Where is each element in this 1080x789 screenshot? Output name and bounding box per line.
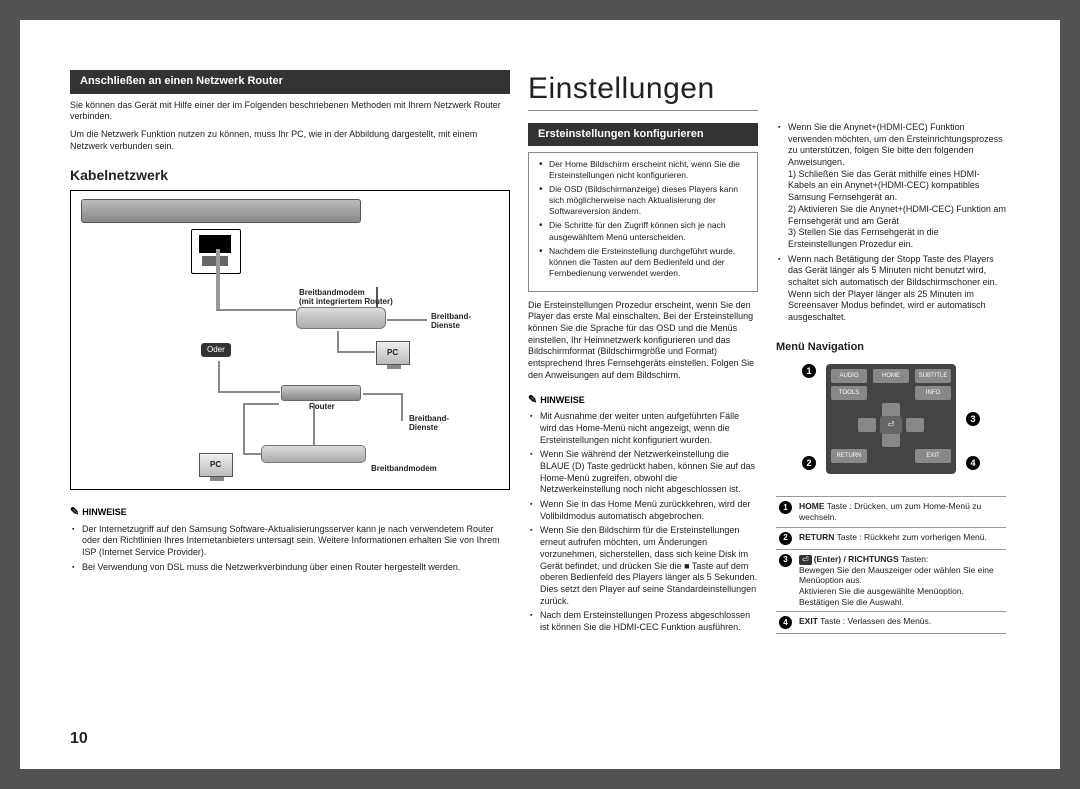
mid-hinweise-list: Mit Ausnahme der weiter unten aufgeführt…: [528, 411, 758, 636]
main-title: Einstellungen: [528, 70, 758, 111]
line-icon: [218, 391, 280, 393]
list-item: Der Internetzugriff auf den Samsung Soft…: [82, 524, 510, 559]
list-item: Der Home Bildschirm erscheint nicht, wen…: [549, 159, 749, 181]
page-number: 10: [70, 729, 88, 749]
network-diagram: Breitbandmodem (mit integriertem Router)…: [70, 190, 510, 490]
list-item: Die Schritte für den Zugriff können sich…: [549, 220, 749, 242]
list-item: Bei Verwendung von DSL muss die Netzwerk…: [82, 562, 510, 574]
table-row: 2 RETURN Taste : Rückkehr zum vorherigen…: [776, 527, 1006, 549]
menu-nav-title: Menü Navigation: [776, 341, 1006, 355]
breitbandmodem-label: Breitbandmodem: [371, 465, 437, 474]
exit-button-icon: EXIT: [915, 449, 951, 463]
list-item: Nachdem die Ersteinstellung durchgeführt…: [549, 246, 749, 279]
cell: EXIT Taste : Verlassen des Menüs.: [796, 612, 1006, 634]
left-subheading: Kabelnetzwerk: [70, 167, 510, 185]
num-badge: 3: [779, 554, 792, 567]
callout-1: 1: [802, 364, 816, 378]
up-arrow-icon: [882, 403, 900, 417]
hinweise-label: HINWEISE: [528, 394, 758, 408]
breitband-label-2: Breitband- Dienste: [409, 415, 449, 433]
oder-badge: Oder: [201, 343, 231, 357]
left-intro-2: Um die Netzwerk Funktion nutzen zu könne…: [70, 129, 510, 152]
subtitle-button-icon: SUBTITLE: [915, 369, 951, 383]
cell: RETURN Taste : Rückkehr zum vorherigen M…: [796, 527, 1006, 549]
cable-line-icon: [216, 309, 296, 311]
modem-router-icon: [296, 307, 386, 329]
text: 1) Schließen Sie das Gerät mithilfe eine…: [788, 169, 980, 202]
list-item: Die OSD (Bildschirmanzeige) dieses Playe…: [549, 184, 749, 217]
modem-icon: [261, 445, 366, 463]
line-icon: [243, 403, 245, 453]
player-device-icon: [81, 199, 361, 223]
left-column: Anschließen an einen Netzwerk Router Sie…: [70, 70, 510, 739]
manual-page: Anschließen an einen Netzwerk Router Sie…: [20, 20, 1060, 769]
line-icon: [313, 403, 315, 445]
table-row: 3 ⏎(Enter) / RICHTUNGS Tasten:Bewegen Si…: [776, 549, 1006, 612]
list-item: Wenn Sie in das Home Menü zurückkehren, …: [540, 499, 758, 522]
text: 2) Aktivieren Sie die Anynet+(HDMI-CEC) …: [788, 204, 1006, 226]
cell: HOME Taste : Drücken, um zum Home-Menü z…: [796, 497, 1006, 527]
middle-column: Einstellungen Ersteinstellungen konfigur…: [528, 70, 758, 739]
remote-icon: AUDIO HOME SUBTITLE TOOLS INFO ⏎: [826, 364, 956, 474]
line-icon: [337, 351, 375, 353]
left-arrow-icon: [858, 418, 876, 432]
cable-icon: [216, 249, 220, 309]
table-row: 1 HOME Taste : Drücken, um zum Home-Menü…: [776, 497, 1006, 527]
list-item: Wenn Sie die Anynet+(HDMI-CEC) Funktion …: [788, 122, 1006, 251]
line-icon: [337, 331, 339, 353]
tools-button-icon: TOOLS: [831, 386, 867, 400]
list-item: Nach dem Ersteinstellungen Prozess abges…: [540, 610, 758, 633]
pc-label-2: PC: [210, 461, 221, 470]
line-icon: [387, 319, 427, 321]
callout-3: 3: [966, 412, 980, 426]
modem-router-label: Breitbandmodem (mit integriertem Router): [299, 289, 393, 307]
enter-button-icon: ⏎: [880, 416, 902, 434]
remote-diagram: 1 2 3 4 AUDIO HOME SUBTITLE TOOLS INFO: [806, 364, 976, 484]
text: 3) Stellen Sie das Fernsehgerät in die E…: [788, 227, 939, 249]
num-badge: 2: [779, 532, 792, 545]
line-icon: [243, 453, 261, 455]
callout-4: 4: [966, 456, 980, 470]
mid-body: Die Ersteinstellungen Prozedur erscheint…: [528, 300, 758, 382]
list-item: Wenn nach Betätigung der Stopp Taste des…: [788, 254, 1006, 324]
down-arrow-icon: [882, 433, 900, 447]
tip-box: Der Home Bildschirm erscheint nicht, wen…: [528, 152, 758, 291]
nav-description-table: 1 HOME Taste : Drücken, um zum Home-Menü…: [776, 496, 1006, 634]
list-item: Wenn Sie während der Netzwerkeinstellung…: [540, 449, 758, 496]
callout-2: 2: [802, 456, 816, 470]
breitband-label-1: Breitband- Dienste: [431, 313, 471, 331]
line-icon: [401, 393, 403, 421]
left-intro-1: Sie können das Gerät mit Hilfe einer der…: [70, 100, 510, 123]
num-badge: 1: [779, 501, 792, 514]
home-button-icon: HOME: [873, 369, 909, 383]
num-badge: 4: [779, 616, 792, 629]
cell: ⏎(Enter) / RICHTUNGS Tasten:Bewegen Sie …: [796, 549, 1006, 612]
right-top-list: Wenn Sie die Anynet+(HDMI-CEC) Funktion …: [776, 122, 1006, 327]
pc-label-1: PC: [387, 349, 398, 358]
table-row: 4 EXIT Taste : Verlassen des Menüs.: [776, 612, 1006, 634]
hinweise-label: HINWEISE: [70, 506, 510, 520]
info-button-icon: INFO: [915, 386, 951, 400]
line-icon: [363, 393, 403, 395]
line-icon: [243, 403, 279, 405]
mid-section-bar: Ersteinstellungen konfigurieren: [528, 123, 758, 147]
line-icon: [218, 361, 220, 393]
text: Wenn Sie die Anynet+(HDMI-CEC) Funktion …: [788, 122, 1003, 167]
list-item: Mit Ausnahme der weiter unten aufgeführt…: [540, 411, 758, 446]
right-arrow-icon: [906, 418, 924, 432]
router-icon: [281, 385, 361, 401]
list-item: Wenn Sie den Bildschirm für die Ersteins…: [540, 525, 758, 607]
dpad-icon: ⏎: [858, 403, 924, 447]
right-column: Wenn Sie die Anynet+(HDMI-CEC) Funktion …: [776, 70, 1006, 739]
audio-button-icon: AUDIO: [831, 369, 867, 383]
left-section-bar: Anschließen an einen Netzwerk Router: [70, 70, 510, 94]
left-hinweise-list: Der Internetzugriff auf den Samsung Soft…: [70, 524, 510, 577]
return-button-icon: RETURN: [831, 449, 867, 463]
